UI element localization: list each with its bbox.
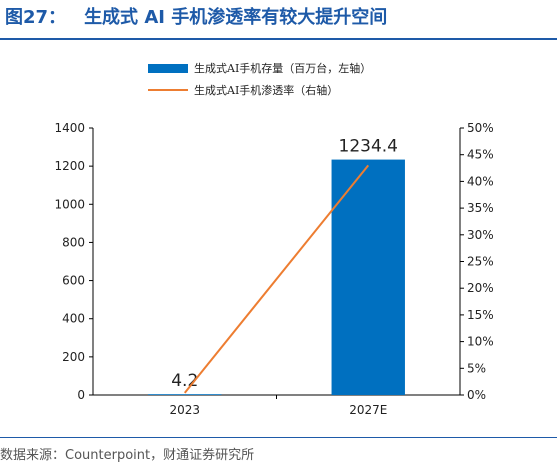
source-note: 数据来源：Counterpoint，财通证券研究所 xyxy=(0,448,255,463)
y-left-tick-label: 600 xyxy=(62,274,85,288)
legend-item-line: 生成式AI手机渗透率（右轴） xyxy=(148,79,371,101)
figure-title-text: 生成式 AI 手机渗透率有较大提升空间 xyxy=(84,7,388,28)
penetration-line xyxy=(183,164,370,394)
legend-swatch-bar xyxy=(148,63,188,73)
y-right-tick-label: 20% xyxy=(467,281,494,295)
bottom-divider xyxy=(0,437,557,438)
combo-chart: 0 200 400 600 800 1000 1200 1400 0% 5% 10% 15% 20% 25… xyxy=(54,121,494,417)
x-tick-label: 2023 xyxy=(169,403,200,417)
legend-item-bar: 生成式AI手机存量（百万台，左轴） xyxy=(148,57,371,79)
y-right-tick-label: 35% xyxy=(467,201,494,215)
legend-label-bar: 生成式AI手机存量（百万台，左轴） xyxy=(194,62,372,75)
y-left-tick-label: 200 xyxy=(62,350,85,364)
legend-swatch-line xyxy=(148,89,188,91)
y-left-tick-label: 1400 xyxy=(54,121,85,135)
bar-2027E xyxy=(331,159,405,395)
y-right-tick-label: 5% xyxy=(467,361,486,375)
y-right-tick-label: 30% xyxy=(467,228,494,242)
y-right-tick-label: 50% xyxy=(467,121,494,135)
bar-data-label: 1234.4 xyxy=(339,137,398,157)
y-left-tick-label: 0 xyxy=(77,388,85,402)
y-left-tick-label: 1000 xyxy=(54,197,85,211)
y-left-tick-label: 800 xyxy=(62,235,85,249)
y-right-tick-label: 10% xyxy=(467,335,494,349)
bar-data-label: 4.2 xyxy=(171,371,198,391)
y-right-tick-label: 0% xyxy=(467,388,486,402)
y-right-tick-label: 40% xyxy=(467,174,494,188)
bar-2023 xyxy=(148,394,222,395)
chart-legend: 生成式AI手机存量（百万台，左轴） 生成式AI手机渗透率（右轴） xyxy=(148,57,371,101)
figure-label: 图27： xyxy=(5,7,67,28)
y-right-tick-label: 15% xyxy=(467,308,494,322)
y-right-tick-label: 25% xyxy=(467,255,494,269)
title-divider xyxy=(0,38,557,40)
y-right-tick-label: 45% xyxy=(467,148,494,162)
figure-title: 图27： 生成式 AI 手机渗透率有较大提升空间 xyxy=(5,3,387,29)
y-left-tick-label: 1200 xyxy=(54,159,85,173)
x-tick-label: 2027E xyxy=(349,403,387,417)
y-left-tick-label: 400 xyxy=(62,312,85,326)
legend-label-line: 生成式AI手机渗透率（右轴） xyxy=(194,84,339,97)
